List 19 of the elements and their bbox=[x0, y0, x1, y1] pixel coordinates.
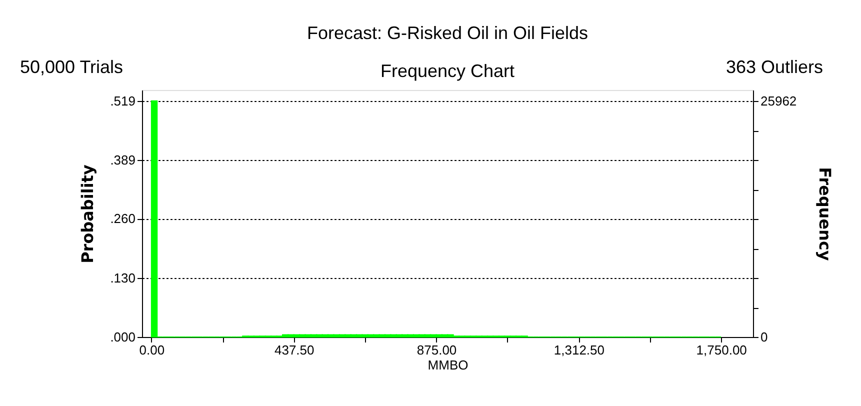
y2-tick-label: 0 bbox=[760, 330, 768, 344]
y2-tick-label: 25962 bbox=[760, 94, 797, 109]
x-tick-label: 0.00 bbox=[139, 342, 165, 358]
x-tick-label: 1,312.50 bbox=[554, 342, 604, 358]
x-tick-label: 437.50 bbox=[274, 342, 314, 358]
y-tick-label: .519 bbox=[110, 93, 136, 108]
chart-subtitle: Frequency Chart bbox=[380, 61, 515, 81]
y-tick-label: .260 bbox=[110, 211, 136, 226]
y-tick-label: .130 bbox=[110, 270, 136, 286]
x-axis-title: MMBO bbox=[428, 358, 468, 372]
y-axis-title: Probability bbox=[78, 164, 98, 264]
chart-title: Forecast: G-Risked Oil in Oil Fields bbox=[306, 23, 588, 43]
x-tick-label: 875.00 bbox=[416, 342, 457, 358]
y2-axis-title: Frequency bbox=[816, 167, 835, 262]
text: 50,000 Trials bbox=[20, 57, 124, 77]
y-tick-label: .389 bbox=[110, 152, 136, 168]
text: 363 Outliers bbox=[726, 57, 823, 77]
x-tick-label: 1,750.00 bbox=[696, 342, 747, 358]
y-tick-label: .000 bbox=[110, 330, 136, 344]
